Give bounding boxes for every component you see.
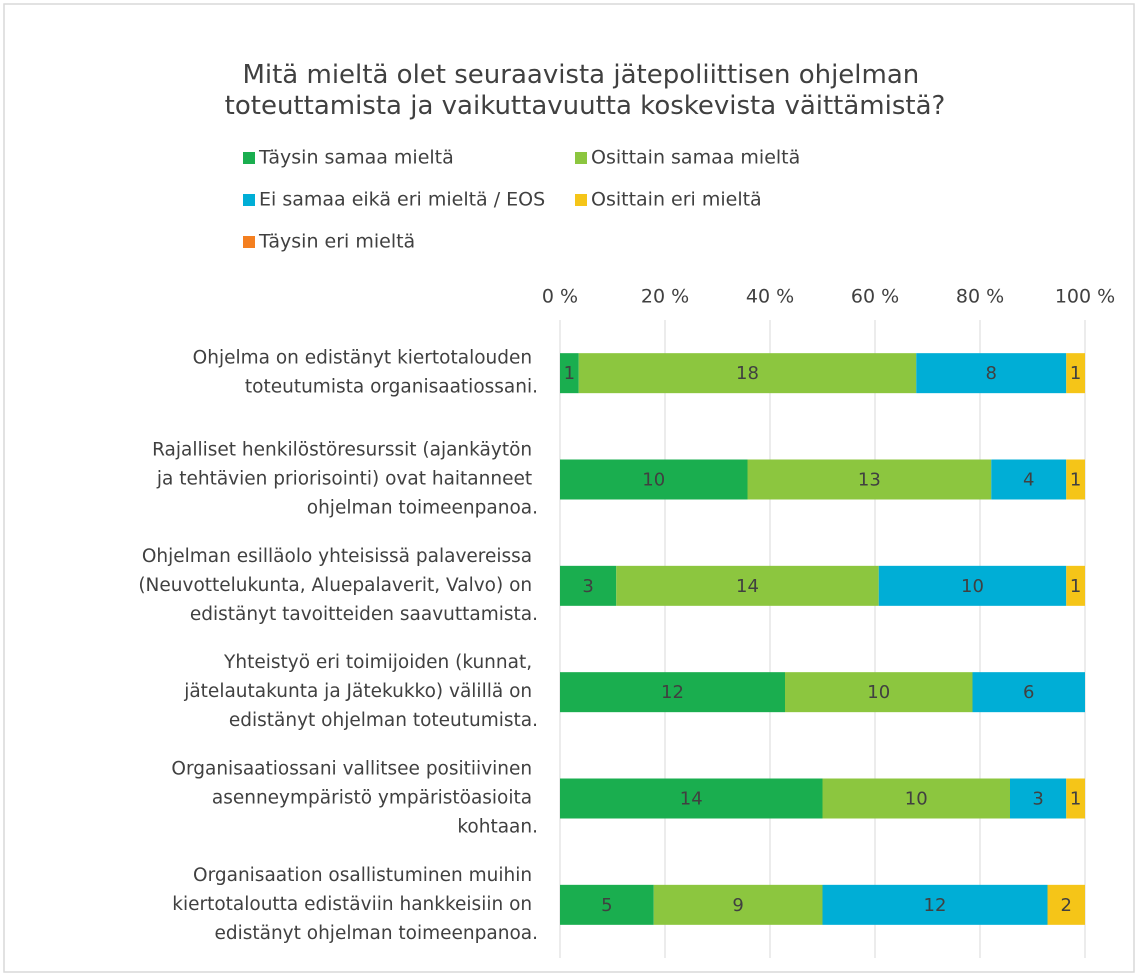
chart-title: Mitä mieltä olet seuraavista jätepoliitt… (225, 60, 946, 121)
y-tick-label: Organisaatiossani vallitsee positiivinen… (171, 759, 538, 838)
data-label: 12 (924, 895, 947, 916)
data-label: 1 (1070, 789, 1081, 810)
y-tick-label: Ohjelman esilläolo yhteisissä palavereis… (138, 546, 538, 625)
data-label: 1 (1070, 470, 1081, 491)
data-label: 14 (680, 789, 703, 810)
x-tick-label: 40 % (746, 286, 794, 308)
bar-segment (560, 778, 823, 819)
data-label: 18 (736, 363, 759, 384)
legend-label: Ei samaa eikä eri mieltä / EOS (259, 189, 545, 211)
data-label: 14 (736, 576, 759, 597)
bar-segment (972, 672, 1085, 713)
data-label: 9 (732, 895, 743, 916)
bar-segment (1047, 884, 1085, 925)
data-label: 5 (601, 895, 612, 916)
bar-segment (1066, 459, 1085, 500)
data-label: 1 (1070, 576, 1081, 597)
legend-label: Osittain eri mieltä (591, 189, 762, 211)
x-tick-label: 100 % (1055, 286, 1115, 308)
bar-segment (1066, 565, 1085, 606)
data-label: 4 (1023, 470, 1034, 491)
bar-segment (560, 884, 654, 925)
bar-segment (1010, 778, 1067, 819)
y-tick-label: Yhteistyö eri toimijoiden (kunnat, jätel… (183, 652, 538, 731)
legend-swatch (243, 194, 255, 206)
bar-segment (916, 353, 1067, 394)
legend-label: Täysin samaa mieltä (258, 147, 454, 169)
bar-segment (560, 565, 617, 606)
data-label: 1 (1070, 363, 1081, 384)
data-label: 10 (867, 682, 890, 703)
data-label: 3 (1032, 789, 1043, 810)
y-tick-label: Organisaation osallistuminen muihin kier… (172, 865, 538, 944)
legend-label: Täysin eri mieltä (258, 231, 415, 253)
data-label: 3 (582, 576, 593, 597)
x-tick-label: 80 % (956, 286, 1004, 308)
bar-segment (1066, 353, 1085, 394)
bar-segment (822, 884, 1048, 925)
y-tick-label: Ohjelma on edistänyt kiertotalouden tote… (193, 348, 538, 398)
bar-segment (785, 672, 973, 713)
legend-label: Osittain samaa mieltä (591, 147, 800, 169)
bar-segment (653, 884, 823, 925)
bar-segment (578, 353, 917, 394)
bar-segment (616, 565, 879, 606)
data-label: 8 (986, 363, 997, 384)
data-label: 1 (564, 363, 575, 384)
data-label: 12 (661, 682, 684, 703)
legend-swatch (243, 152, 255, 164)
data-label: 2 (1061, 895, 1072, 916)
bar-segment (991, 459, 1067, 500)
legend-swatch (575, 152, 587, 164)
bar-segment (822, 778, 1010, 819)
legend-swatch (575, 194, 587, 206)
legend-swatch (243, 236, 255, 248)
data-label: 13 (858, 470, 881, 491)
bar-segment (747, 459, 992, 500)
data-label: 10 (642, 470, 665, 491)
bar-segment (1066, 778, 1085, 819)
bar-segment (878, 565, 1067, 606)
bar-segment (560, 353, 579, 394)
x-tick-label: 0 % (542, 286, 578, 308)
y-tick-label: Rajalliset henkilöstöresurssit (ajankäyt… (152, 440, 538, 519)
bar-segment (560, 672, 785, 713)
data-label: 10 (905, 789, 928, 810)
data-label: 6 (1023, 682, 1034, 703)
x-tick-label: 60 % (851, 286, 899, 308)
bar-segment (560, 459, 748, 500)
x-tick-label: 20 % (641, 286, 689, 308)
data-label: 10 (961, 576, 984, 597)
